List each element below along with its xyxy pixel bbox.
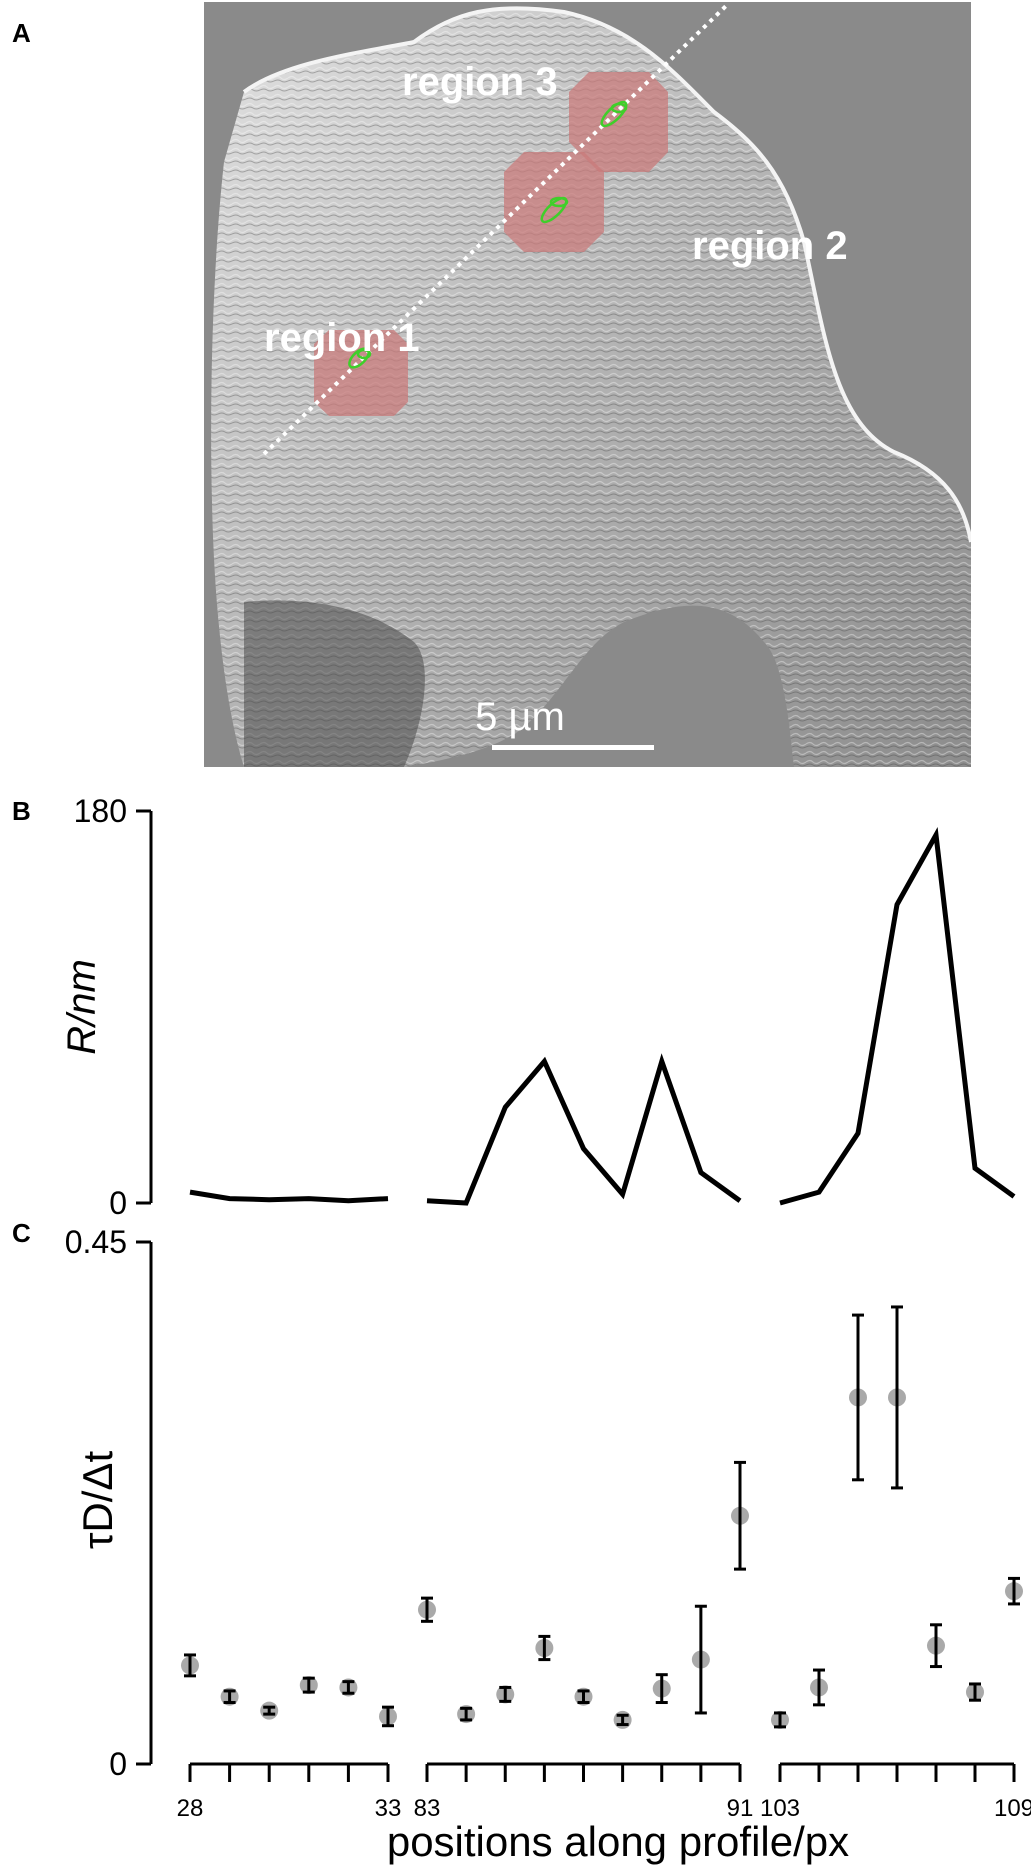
panel-label-a: A bbox=[12, 18, 31, 48]
chart-b: 180 0 R/nm bbox=[60, 793, 1016, 1221]
region-1-label: region 1 bbox=[264, 316, 420, 360]
chart-c-ytick-label-min: 0 bbox=[109, 1746, 127, 1782]
scale-bar bbox=[492, 745, 654, 750]
chart-c-xtick-label-83: 83 bbox=[414, 1795, 441, 1822]
chart-c-xtick-label-91: 91 bbox=[727, 1795, 754, 1822]
dark-lamella bbox=[244, 600, 425, 767]
micrograph-image: region 3 region 2 region 1 5 µm bbox=[204, 2, 971, 767]
panel-label-b: B bbox=[12, 796, 31, 826]
chart-b-line-segment-3 bbox=[779, 827, 1016, 1206]
panel-label-c: C bbox=[12, 1218, 31, 1248]
chart-c-xtick-label-103: 103 bbox=[760, 1795, 800, 1822]
chart-c-ytick-label-max: 0.45 bbox=[65, 1224, 127, 1260]
chart-b-series bbox=[189, 827, 1016, 1206]
chart-b-y-axis-label: R/nm bbox=[60, 959, 104, 1055]
chart-c-x-axes: 28 33 83 91 103 109 bbox=[177, 1762, 1031, 1822]
chart-b-line-segment-2 bbox=[426, 1053, 742, 1206]
region-3-box bbox=[569, 72, 668, 172]
chart-c-x-axis-label: positions along profile/px bbox=[387, 1818, 849, 1865]
chart-b-line-segment-1 bbox=[189, 1189, 389, 1204]
chart-c-xtick-label-28: 28 bbox=[177, 1795, 204, 1822]
track-markers bbox=[348, 100, 628, 369]
chart-c-xtick-label-33: 33 bbox=[375, 1795, 402, 1822]
region-1-box bbox=[314, 330, 408, 416]
scale-bar-label: 5 µm bbox=[475, 695, 565, 739]
chart-c-xtick-label-109: 109 bbox=[994, 1795, 1031, 1822]
chart-c-series bbox=[181, 1305, 1023, 1729]
region-2-label: region 2 bbox=[692, 224, 848, 268]
chart-b-ytick-label-max: 180 bbox=[74, 793, 127, 829]
region-3-label: region 3 bbox=[402, 60, 558, 104]
chart-b-ytick-label-min: 0 bbox=[109, 1185, 127, 1221]
chart-c-y-axis-label: τD/Δt bbox=[74, 1451, 121, 1550]
chart-c: 0.45 0 τD/Δt 28 33 83 91 103 109 positions al… bbox=[65, 1224, 1031, 1865]
